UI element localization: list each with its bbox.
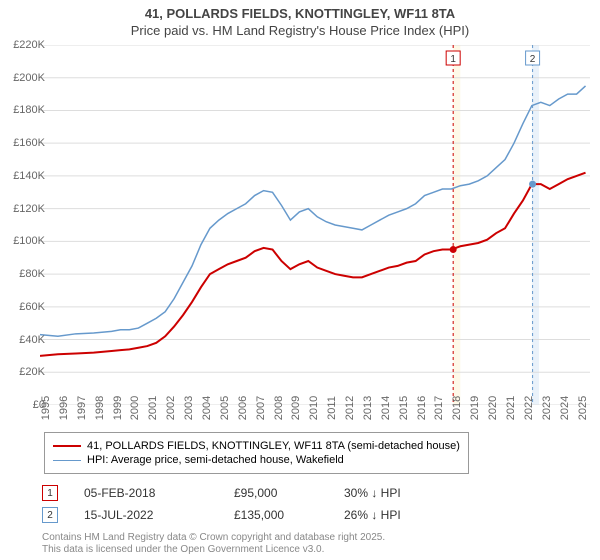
legend-item-property: 41, POLLARDS FIELDS, KNOTTINGLEY, WF11 8… [53,440,460,452]
svg-text:1: 1 [450,54,456,65]
legend: 41, POLLARDS FIELDS, KNOTTINGLEY, WF11 8… [44,432,469,474]
x-tick-label: 1999 [112,396,124,420]
sale-1-pct: 30% ↓ HPI [344,486,464,500]
y-tick-label: £200K [13,72,45,84]
footer-line1: Contains HM Land Registry data © Crown c… [42,532,385,544]
x-tick-label: 1997 [76,396,88,420]
x-tick-label: 2021 [505,396,517,420]
y-tick-label: £120K [13,203,45,215]
x-tick-label: 2006 [237,396,249,420]
x-tick-label: 2004 [201,396,213,420]
x-tick-label: 2019 [469,396,481,420]
legend-swatch-property [53,445,81,447]
svg-text:2: 2 [530,54,536,65]
x-tick-label: 2008 [273,396,285,420]
y-tick-label: £140K [13,170,45,182]
x-tick-label: 2005 [219,396,231,420]
x-tick-label: 2018 [451,396,463,420]
x-tick-label: 2011 [326,396,338,420]
sale-2-date: 15-JUL-2022 [84,508,234,522]
title-block: 41, POLLARDS FIELDS, KNOTTINGLEY, WF11 8… [0,0,600,38]
x-tick-label: 1995 [40,396,52,420]
x-tick-label: 2009 [290,396,302,420]
sale-row-2: 2 15-JUL-2022 £135,000 26% ↓ HPI [42,504,464,526]
x-tick-label: 2015 [398,396,410,420]
x-tick-label: 2022 [523,396,535,420]
x-tick-label: 2010 [308,396,320,420]
y-tick-label: £20K [19,366,45,378]
y-tick-label: £40K [19,334,45,346]
x-tick-label: 2017 [433,396,445,420]
x-tick-label: 1996 [58,396,70,420]
x-tick-label: 2024 [559,396,571,420]
x-tick-label: 2014 [380,396,392,420]
y-tick-label: £180K [13,104,45,116]
sale-marker-2-num: 2 [47,510,53,521]
sale-marker-1-num: 1 [47,488,53,499]
x-tick-label: 2012 [344,396,356,420]
x-tick-label: 2023 [541,396,553,420]
sales-table: 1 05-FEB-2018 £95,000 30% ↓ HPI 2 15-JUL… [42,482,464,526]
x-tick-label: 2007 [255,396,267,420]
legend-swatch-hpi [53,460,81,461]
sale-marker-1: 1 [42,485,58,501]
x-tick-label: 1998 [94,396,106,420]
x-tick-label: 2001 [147,396,159,420]
footer: Contains HM Land Registry data © Crown c… [42,532,385,556]
title-line1: 41, POLLARDS FIELDS, KNOTTINGLEY, WF11 8… [0,6,600,21]
y-tick-label: £220K [13,39,45,51]
x-tick-label: 2013 [362,396,374,420]
x-tick-label: 2016 [416,396,428,420]
title-line2: Price paid vs. HM Land Registry's House … [0,23,600,38]
x-tick-label: 2003 [183,396,195,420]
y-tick-label: £100K [13,235,45,247]
chart-container: 41, POLLARDS FIELDS, KNOTTINGLEY, WF11 8… [0,0,600,560]
legend-label-hpi: HPI: Average price, semi-detached house,… [87,454,344,466]
sale-marker-2: 2 [42,507,58,523]
footer-line2: This data is licensed under the Open Gov… [42,544,385,556]
sale-2-pct: 26% ↓ HPI [344,508,464,522]
x-tick-label: 2025 [577,396,589,420]
legend-label-property: 41, POLLARDS FIELDS, KNOTTINGLEY, WF11 8… [87,440,460,452]
line-chart: 12 [40,45,590,405]
sale-row-1: 1 05-FEB-2018 £95,000 30% ↓ HPI [42,482,464,504]
sale-2-price: £135,000 [234,508,344,522]
sale-1-price: £95,000 [234,486,344,500]
legend-item-hpi: HPI: Average price, semi-detached house,… [53,454,460,466]
x-tick-label: 2002 [165,396,177,420]
x-tick-label: 2000 [129,396,141,420]
y-tick-label: £160K [13,137,45,149]
y-tick-label: £60K [19,301,45,313]
y-tick-label: £80K [19,268,45,280]
sale-1-date: 05-FEB-2018 [84,486,234,500]
x-tick-label: 2020 [487,396,499,420]
